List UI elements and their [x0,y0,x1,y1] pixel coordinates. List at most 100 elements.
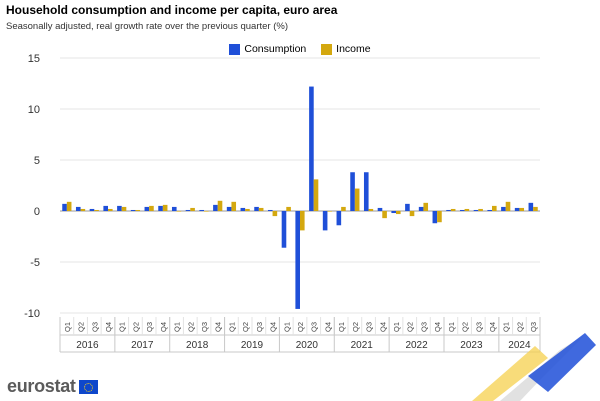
bar-income [135,209,141,211]
bar-income [368,208,374,211]
bar-income [258,207,264,211]
bar-consumption [281,211,287,248]
bar-income [382,211,387,219]
bar-income [94,209,99,211]
bar-income [450,208,456,211]
y-tick-label: -5 [30,257,40,269]
x-tick-label: Q4 [323,322,332,332]
bar-income [409,211,415,217]
x-tick-label: Q4 [378,322,387,332]
bar-consumption [459,209,465,211]
bar-income [492,205,497,211]
bar-consumption [130,209,136,211]
bar-consumption [336,211,342,226]
bar-income [327,211,333,212]
bar-consumption [267,209,273,211]
bar-income [313,179,319,211]
bar-income [204,211,209,212]
bar-consumption [295,211,300,309]
bar-consumption [350,172,355,211]
bar-income [341,206,346,211]
bar-consumption [62,203,67,211]
bar-income [437,211,442,223]
bar-consumption [391,211,396,214]
bar-consumption [514,207,520,211]
x-tick-label: Q3 [529,322,538,332]
legend-item-consumption[interactable]: Consumption [229,43,306,55]
year-label: 2016 [76,340,99,351]
chart-legend: Consumption Income [0,43,600,58]
bar-income [505,201,511,211]
bar-consumption [226,206,232,211]
year-label: 2018 [186,340,209,351]
x-tick-label: Q4 [214,322,223,332]
year-label: 2024 [508,340,531,351]
y-tick-label: 0 [34,206,40,218]
bar-income [300,211,305,231]
bar-income [162,204,168,211]
x-tick-label: Q2 [461,322,470,332]
year-label: 2017 [131,340,154,351]
x-tick-label: Q3 [474,322,483,332]
year-label: 2020 [296,340,319,351]
bar-income [108,208,113,211]
bar-income [66,201,72,211]
x-tick-label: Q2 [131,322,140,332]
bar-income [286,206,291,211]
chart-subtitle: Seasonally adjusted, real growth rate ov… [6,21,288,32]
x-tick-label: Q4 [488,322,497,332]
eu-flag-icon [78,379,98,394]
x-tick-label: Q2 [186,322,195,332]
bar-income [423,202,429,211]
legend-swatch-consumption [229,43,241,55]
bar-consumption [473,209,479,211]
bar-income [519,207,525,211]
x-tick-label: Q1 [118,322,127,332]
x-tick-label: Q4 [159,322,168,332]
bar-consumption [199,209,204,211]
bar-consumption [405,203,410,211]
x-tick-label: Q3 [90,322,99,332]
y-tick-label: 5 [34,155,40,167]
bar-income [478,208,483,211]
x-tick-label: Q1 [392,322,401,332]
x-tick-label: Q2 [351,322,360,332]
x-tick-label: Q2 [406,322,415,332]
ribbon-blue [528,333,596,392]
bar-consumption [322,211,328,231]
bar-consumption [89,208,95,211]
bar-consumption [144,206,150,211]
bar-consumption [446,209,451,211]
year-label: 2021 [351,340,374,351]
bar-income [217,200,223,211]
bar-consumption [171,206,177,211]
x-tick-label: Q1 [227,322,236,332]
bar-consumption [309,86,314,211]
bar-consumption [240,207,246,211]
x-tick-label: Q4 [104,322,113,332]
ribbon-yellow [472,346,548,401]
bar-consumption [418,206,424,211]
bar-income [190,207,195,211]
bar-income [231,201,237,211]
x-tick-label: Q2 [77,322,86,332]
chart-title: Household consumption and income per cap… [6,3,338,17]
eurostat-logo: eurostat [7,376,98,397]
legend-label-income: Income [336,43,371,55]
x-tick-label: Q3 [145,322,154,332]
x-tick-label: Q1 [173,322,182,332]
x-tick-label: Q3 [255,322,264,332]
logo-text: eurostat [7,376,76,396]
legend-item-income[interactable]: Income [321,43,371,55]
x-tick-label: Q1 [282,322,291,332]
bar-consumption [103,205,108,211]
year-label: 2022 [405,340,428,351]
y-tick-label: 10 [28,104,40,116]
bar-income [396,211,401,215]
x-tick-label: Q1 [447,322,456,332]
bar-income [533,206,538,211]
x-tick-label: Q3 [200,322,209,332]
x-tick-label: Q3 [419,322,428,332]
